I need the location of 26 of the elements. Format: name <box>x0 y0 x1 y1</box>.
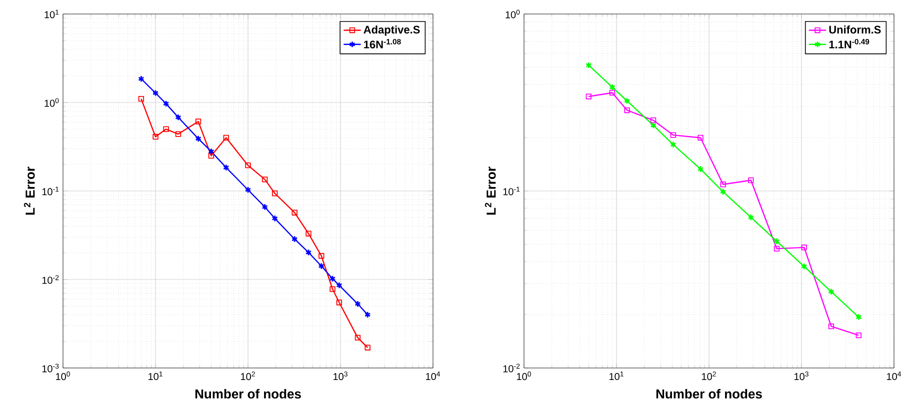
y-tick-label: 10$^{-1}$ <box>503 186 520 196</box>
y-axis-title: L$^{2}$ Error <box>484 166 496 215</box>
x-tick-label: 10$^{0}$ <box>56 372 70 380</box>
x-tick-label: 10$^{2}$ <box>702 372 716 380</box>
x-tick-label: 10$^{1}$ <box>610 372 624 380</box>
x-tick-label: 10$^{3}$ <box>334 372 348 380</box>
x-axis-title: Number of nodes <box>656 388 762 399</box>
legend-label: 16N$^{-1.08}$ <box>364 38 401 48</box>
y-tick-label: 10$^{-2}$ <box>42 275 59 284</box>
x-tick-label: 10$^{4}$ <box>426 372 440 380</box>
y-tick-label: 10$^{0}$ <box>44 98 59 107</box>
x-tick-label: 10$^{3}$ <box>794 372 808 380</box>
legend-label: 1.1N$^{-0.49}$ <box>829 38 870 48</box>
x-axis-title: Number of nodes <box>195 388 301 399</box>
x-tick-label: 10$^{0}$ <box>517 372 531 380</box>
y-axis-title: L$^{2}$ Error <box>24 166 35 215</box>
x-tick-label: 10$^{4}$ <box>887 372 902 380</box>
x-tick-label: 10$^{2}$ <box>241 372 255 380</box>
y-tick-label: 10$^{-1}$ <box>42 186 59 196</box>
y-tick-label: 10$^{-2}$ <box>503 364 520 372</box>
legend-label: Adaptive.S <box>364 25 420 36</box>
x-tick-label: 10$^{1}$ <box>148 372 162 380</box>
y-tick-label: 10$^{1}$ <box>44 10 59 18</box>
legend-label: Uniform.S <box>829 25 881 34</box>
y-tick-label: 10$^{-3}$ <box>42 364 59 372</box>
y-tick-label: 10$^{0}$ <box>506 10 520 18</box>
